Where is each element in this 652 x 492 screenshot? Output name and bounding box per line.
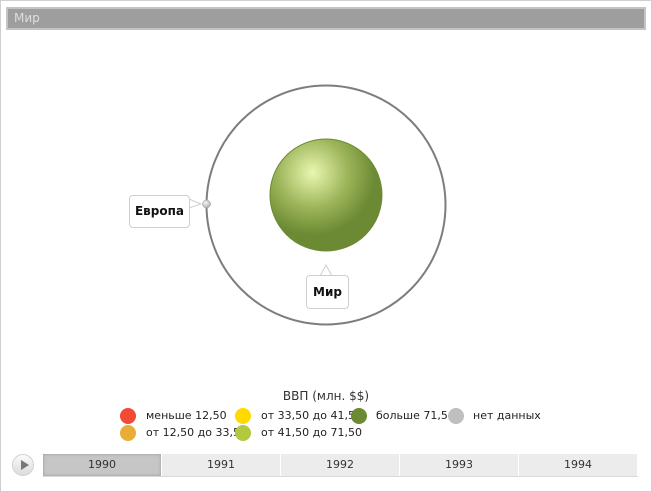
bubble-europa[interactable]	[202, 199, 211, 209]
legend-title: ВВП (млн. $$)	[282, 389, 370, 403]
title: Мир	[14, 11, 40, 25]
legend-item: нет данных	[473, 409, 541, 422]
legend-swatch	[448, 408, 464, 424]
legend-swatch	[235, 408, 251, 424]
timeline-year-1992[interactable]: 1992	[281, 454, 400, 476]
legend-swatch	[235, 425, 251, 441]
play-button[interactable]	[12, 454, 34, 476]
mir-label: Мир	[313, 285, 342, 299]
bubble-mir[interactable]	[269, 138, 383, 252]
callout-europa: Европа	[129, 195, 190, 228]
legend-swatch	[120, 425, 136, 441]
callout-mir: Мир	[306, 275, 349, 309]
legend-item: меньше 12,50	[146, 409, 227, 422]
title-bar: Мир	[6, 7, 646, 30]
timeline-year-1990[interactable]: 1990	[43, 454, 162, 476]
legend-swatch	[120, 408, 136, 424]
timeline-year-1991[interactable]: 1991	[162, 454, 281, 476]
legend-item: от 41,50 до 71,50	[261, 426, 362, 439]
legend-swatch	[351, 408, 367, 424]
timeline-year-1993[interactable]: 1993	[400, 454, 519, 476]
legend-item: больше 71,50	[376, 409, 455, 422]
legend-item: от 33,50 до 41,50	[261, 409, 362, 422]
europa-label: Европа	[134, 204, 184, 218]
timeline-year-1994[interactable]: 1994	[519, 454, 638, 476]
timeline[interactable]: 1990 1991 1992 1993 1994	[43, 454, 638, 477]
legend-item: от 12,50 до 33,50	[146, 426, 247, 439]
